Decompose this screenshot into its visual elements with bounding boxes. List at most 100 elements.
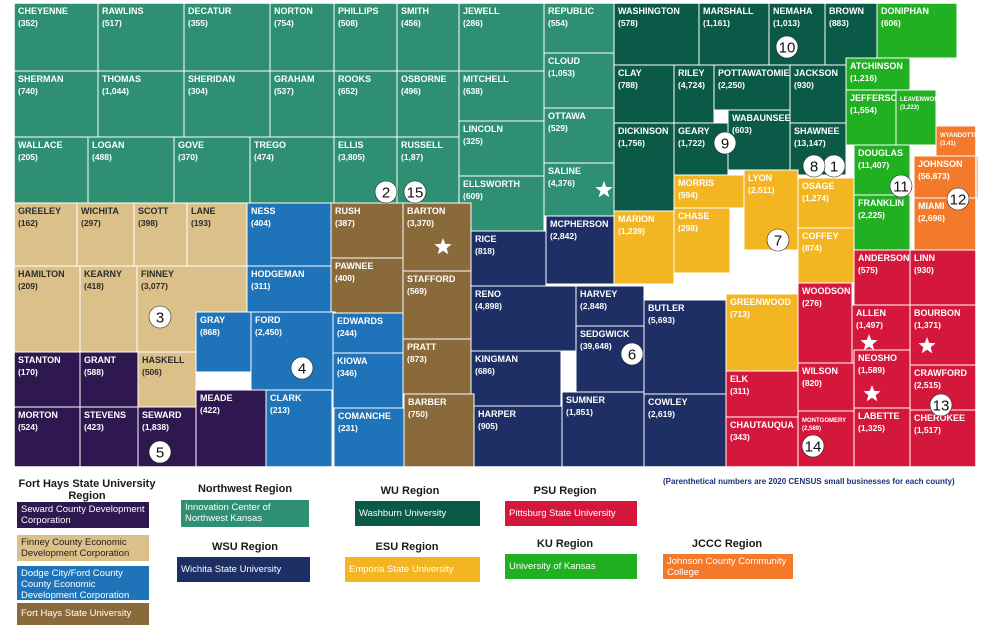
county-value: (1,756) xyxy=(618,138,645,148)
county-name: OSBORNE xyxy=(401,74,447,84)
county-value: (325) xyxy=(463,136,483,146)
county-value: (1,053) xyxy=(548,68,575,78)
svg-text:14: 14 xyxy=(805,439,822,456)
county-value: (874) xyxy=(802,243,822,253)
svg-text:11: 11 xyxy=(893,179,909,196)
county-name: ELLIS xyxy=(338,140,364,150)
county-name: LANE xyxy=(191,206,216,216)
county-name: MCPHERSON xyxy=(550,219,609,229)
county-norton: NORTON (754) xyxy=(269,2,335,72)
county-name: CHEROKEE xyxy=(914,413,965,423)
county-sheridan: SHERIDAN (304) xyxy=(183,70,271,138)
county-value: (524) xyxy=(18,422,38,432)
county-value: (1,325) xyxy=(858,423,885,433)
county-morris: MORRIS (594) xyxy=(673,174,745,209)
county-value: (609) xyxy=(463,191,483,201)
county-osage: OSAGE (1,274) xyxy=(797,177,855,229)
county-name: SEDGWICK xyxy=(580,329,630,339)
county-osborne: OSBORNE (496) xyxy=(396,70,460,138)
county-name: CLARK xyxy=(270,393,302,403)
legend-title-northwest: Northwest Region xyxy=(197,483,293,495)
county-name: HARVEY xyxy=(580,289,617,299)
county-stanton: STANTON (170) xyxy=(13,351,81,408)
county-reno: RENO (4,898) xyxy=(470,285,577,352)
legend-item-psu: Pittsburg State University xyxy=(505,501,637,526)
county-value: (170) xyxy=(18,367,38,377)
county-cherokee: CHEROKEE (1,517) xyxy=(909,409,977,468)
svg-text:6: 6 xyxy=(628,347,636,364)
county-jefferson: JEFFERSON (1,554) xyxy=(845,89,904,146)
svg-text:12: 12 xyxy=(950,192,967,209)
county-name: PHILLIPS xyxy=(338,6,379,16)
county-butler: BUTLER (5,693) xyxy=(643,299,727,395)
county-value: (883) xyxy=(829,18,849,28)
county-stafford: STAFFORD (569) xyxy=(402,270,472,340)
county-value: (529) xyxy=(548,123,568,133)
county-greeley: GREELEY (162) xyxy=(13,202,78,267)
county-value: (4,898) xyxy=(475,301,502,311)
county-name: LABETTE xyxy=(858,411,900,421)
county-value: (209) xyxy=(18,281,38,291)
county-lincoln: LINCOLN (325) xyxy=(458,120,545,177)
legend-item-wsu: Wichita State University xyxy=(177,557,310,582)
county-value: (1,044) xyxy=(102,86,129,96)
county-neosho: NEOSHO (1,589) xyxy=(853,349,911,409)
county-name: LINN xyxy=(914,253,935,263)
county-name: CHAUTAUQUA xyxy=(730,420,794,430)
county-value: (193) xyxy=(191,218,211,228)
county-value: (818) xyxy=(475,246,495,256)
county-cheyenne: CHEYENNE (352) xyxy=(13,2,99,72)
county-comanche: COMANCHE (231) xyxy=(333,407,405,468)
county-value: (754) xyxy=(274,18,294,28)
county-value: (4,724) xyxy=(678,80,705,90)
county-value: (422) xyxy=(200,405,220,415)
county-douglas: DOUGLAS (11,407) xyxy=(853,144,911,196)
county-name: ELK xyxy=(730,374,749,384)
county-value: (652) xyxy=(338,86,358,96)
county-mitchell: MITCHELL (638) xyxy=(458,70,545,122)
county-value: (456) xyxy=(401,18,421,28)
county-name: MEADE xyxy=(200,393,233,403)
county-name: PRATT xyxy=(407,342,437,352)
county-name: WICHITA xyxy=(81,206,119,216)
county-name: MORRIS xyxy=(678,178,714,188)
county-name: BOURBON xyxy=(914,308,961,318)
county-pottawatomie: POTTAWATOMIE (2,250) xyxy=(713,64,791,111)
county-value: (575) xyxy=(858,265,878,275)
county-name: BARBER xyxy=(408,397,447,407)
region-number-badge: 3 xyxy=(148,305,172,329)
county-name: GRAY xyxy=(200,315,225,325)
legend-item-wu: Washburn University xyxy=(355,501,480,526)
county-value: (496) xyxy=(401,86,421,96)
star-icon xyxy=(434,238,452,255)
county-name: CHEYENNE xyxy=(18,6,68,16)
county-anderson: ANDERSON (575) xyxy=(853,249,911,306)
county-value: (517) xyxy=(102,18,122,28)
legend-item-fort-hays: Fort Hays State University xyxy=(17,603,149,625)
county-value: (868) xyxy=(200,327,220,337)
county-value: (2,589) xyxy=(802,426,821,432)
county-thomas: THOMAS (1,044) xyxy=(97,70,185,138)
county-name: HASKELL xyxy=(142,355,185,365)
county-name: TREGO xyxy=(254,140,286,150)
county-kingman: KINGMAN (686) xyxy=(470,350,562,407)
legend-title-jccc: JCCC Region xyxy=(691,538,763,550)
legend-title-esu: ESU Region xyxy=(375,541,439,553)
county-name: GEARY xyxy=(678,126,710,136)
county-value: (930) xyxy=(914,265,934,275)
county-name: BUTLER xyxy=(648,303,685,313)
county-clark: CLARK (213) xyxy=(265,389,333,468)
county-name: ALLEN xyxy=(856,308,886,318)
county-name: WASHINGTON xyxy=(618,6,680,16)
county-washington: WASHINGTON (578) xyxy=(613,2,700,66)
county-dickinson: DICKINSON (1,756) xyxy=(613,122,675,212)
county-value: (506) xyxy=(142,367,162,377)
county-value: (346) xyxy=(337,368,357,378)
region-number-badge: 4 xyxy=(290,356,314,380)
region-number-badge: 10 xyxy=(775,35,799,59)
county-name: LOGAN xyxy=(92,140,125,150)
county-name: SALINE xyxy=(548,166,581,176)
county-graham: GRAHAM (537) xyxy=(269,70,335,138)
county-value: (352) xyxy=(18,18,38,28)
region-number-badge: 12 xyxy=(946,187,970,211)
